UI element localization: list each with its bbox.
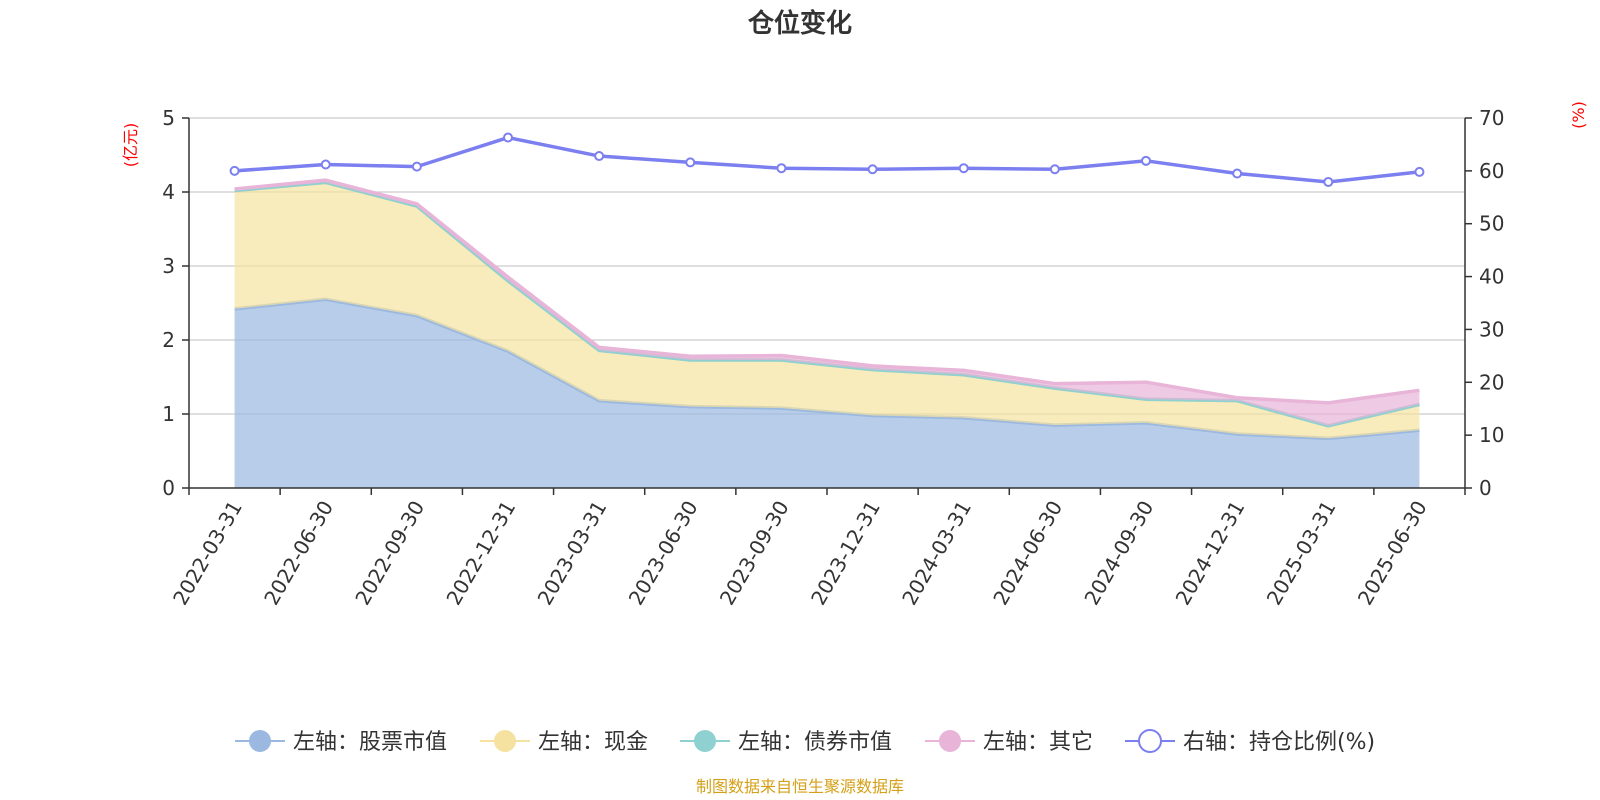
right-tick-label: 50 — [1479, 212, 1504, 236]
area-line — [234, 178, 1420, 405]
chart-title: 仓位变化 — [747, 8, 852, 39]
ratio-point — [1049, 164, 1060, 175]
legend-item: 左轴：现金 — [480, 730, 648, 755]
right-tick-label: 70 — [1479, 106, 1504, 130]
legend-label: 左轴：其它 — [983, 730, 1093, 755]
x-tick-label: 2025-03-31 — [1262, 497, 1341, 610]
right-tick-label: 40 — [1479, 265, 1504, 289]
right-axis-ticks: 0 10 20 30 40 50 60 70 — [1465, 106, 1504, 500]
left-axis-unit: (亿元) — [121, 123, 140, 168]
legend-item: 左轴：债券市值 — [680, 730, 892, 755]
legend-marker — [1138, 729, 1162, 753]
x-tick-label: 2022-12-31 — [441, 497, 520, 610]
ratio-point — [320, 159, 331, 170]
left-tick-label: 1 — [162, 402, 175, 426]
source-note: 制图数据来自恒生聚源数据库 — [696, 777, 904, 796]
left-tick-label: 3 — [162, 254, 175, 278]
legend-label: 左轴：现金 — [538, 730, 648, 755]
x-tick-label: 2024-09-30 — [1079, 497, 1158, 610]
legend-label: 右轴：持仓比例(%) — [1183, 730, 1375, 755]
ratio-point — [594, 151, 605, 162]
ratio-point — [503, 132, 513, 143]
ratio-line-series — [229, 132, 1425, 187]
legend-item: 左轴：股票市值 — [235, 730, 447, 755]
ratio-point — [685, 157, 696, 168]
x-tick-label: 2023-09-30 — [715, 497, 794, 610]
left-tick-label: 2 — [162, 328, 175, 352]
x-tick-label: 2022-06-30 — [259, 497, 338, 610]
left-tick-label: 5 — [162, 106, 175, 130]
x-axis-ticks: 2022-03-31 2022-06-30 2022-09-30 2022-12-31… — [168, 488, 1466, 610]
legend-marker — [694, 730, 716, 752]
left-axis-ticks: 0 1 2 3 4 5 — [162, 106, 189, 500]
x-tick-label: 2024-06-30 — [988, 497, 1067, 610]
legend-marker — [939, 730, 961, 752]
ratio-point — [1323, 176, 1334, 187]
legend-item: 右轴：持仓比例(%) — [1125, 729, 1375, 755]
ratio-point — [1232, 168, 1243, 179]
legend-label: 左轴：股票市值 — [293, 730, 447, 755]
ratio-point — [776, 163, 787, 174]
x-tick-label: 2024-03-31 — [897, 497, 976, 610]
ratio-point — [867, 164, 878, 175]
right-tick-label: 0 — [1479, 476, 1492, 500]
left-tick-label: 0 — [162, 476, 175, 500]
legend: 左轴：股票市值 左轴：现金 左轴：债券市值 左轴：其它 右轴：持仓比例(%) — [235, 729, 1375, 755]
area-series — [234, 178, 1420, 488]
x-tick-label: 2022-09-30 — [350, 497, 429, 610]
x-tick-label: 2023-03-31 — [533, 497, 612, 610]
legend-marker — [249, 730, 271, 752]
ratio-point — [411, 161, 422, 172]
left-tick-label: 4 — [162, 180, 175, 204]
ratio-line — [234, 135, 1420, 184]
ratio-point — [1414, 166, 1425, 177]
right-tick-label: 20 — [1479, 370, 1504, 394]
right-tick-label: 30 — [1479, 317, 1504, 341]
x-tick-label: 2023-06-30 — [624, 497, 703, 610]
legend-item: 左轴：其它 — [925, 730, 1093, 755]
ratio-point — [229, 165, 240, 176]
x-tick-label: 2022-03-31 — [168, 497, 247, 610]
x-tick-label: 2024-12-31 — [1171, 497, 1250, 610]
x-tick-label: 2025-06-30 — [1353, 497, 1432, 610]
right-tick-label: 10 — [1479, 423, 1504, 447]
right-axis-unit: (%) — [1569, 101, 1588, 129]
right-tick-label: 60 — [1479, 159, 1504, 183]
ratio-point — [1141, 155, 1151, 166]
legend-label: 左轴：债券市值 — [738, 730, 892, 755]
x-tick-label: 2023-12-31 — [806, 497, 885, 610]
ratio-point — [958, 163, 969, 174]
area-fill — [234, 299, 1420, 488]
area-fill — [234, 182, 1420, 439]
legend-marker — [494, 730, 516, 752]
